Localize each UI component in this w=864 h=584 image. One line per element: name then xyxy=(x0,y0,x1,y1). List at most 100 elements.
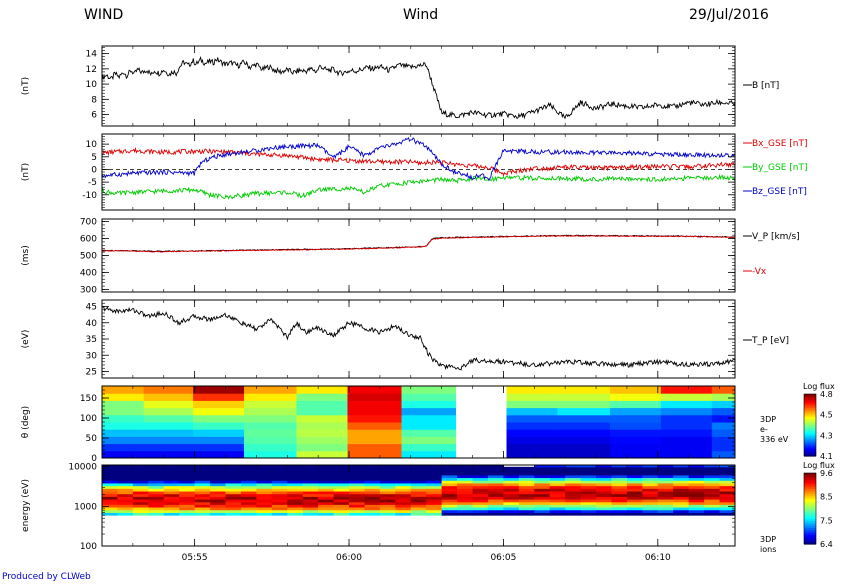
spectrogram-cell xyxy=(457,509,474,513)
spectrogram-cell xyxy=(333,491,350,495)
spectrogram-cell xyxy=(194,512,211,516)
spectrogram-cell xyxy=(596,465,612,468)
spectrogram-cell xyxy=(472,509,489,513)
spectrogram-cell xyxy=(580,465,597,468)
spectrogram-cell xyxy=(148,474,165,479)
y-tick-label: 10 xyxy=(86,140,98,150)
spectrogram-cell xyxy=(410,512,427,516)
spectrogram-cell xyxy=(163,504,180,508)
spectrogram-cell xyxy=(379,477,396,481)
spectrogram-cell xyxy=(240,469,257,473)
spectrogram-cell xyxy=(518,477,535,481)
legend-label: V_P [km/s] xyxy=(752,232,800,242)
spectrogram-cell xyxy=(349,501,365,505)
spectrogram-cell xyxy=(240,512,257,516)
spectrogram-cell xyxy=(673,469,690,473)
spectrogram-cell xyxy=(395,472,412,476)
spectrogram-cell xyxy=(626,512,643,516)
spectrogram-cell xyxy=(596,482,612,487)
spectrogram-cell xyxy=(132,496,149,500)
spectrogram-cell xyxy=(549,474,566,479)
spectrogram-cell xyxy=(534,469,551,473)
spectrogram-cell xyxy=(349,488,365,492)
spectrogram-cell xyxy=(626,496,643,500)
spectrogram-cell xyxy=(472,507,489,511)
spectrogram-cell xyxy=(596,480,612,484)
colorbar-step xyxy=(804,397,816,400)
spectrogram-cell xyxy=(193,393,245,401)
spectrogram-cell xyxy=(441,499,458,503)
spectrogram-cell xyxy=(611,501,628,505)
spectrogram-cell xyxy=(349,474,365,479)
spectrogram-cell xyxy=(395,504,412,508)
spectrogram-cell xyxy=(296,393,348,401)
spectrogram-cell xyxy=(642,491,659,495)
spectrogram-cell xyxy=(410,465,427,468)
spectrogram-cell xyxy=(240,501,257,505)
colorbar-step xyxy=(804,473,816,476)
spectrogram-cell xyxy=(626,507,643,511)
spectrogram-cell xyxy=(347,386,403,394)
spectrogram-cell xyxy=(487,485,504,489)
spectrogram-cell xyxy=(673,482,690,487)
spectrogram-cell xyxy=(102,491,118,495)
header-center: Wind xyxy=(403,7,439,23)
spectrogram-cell xyxy=(271,477,288,481)
colorbar-step xyxy=(804,513,816,517)
spectrogram-cell xyxy=(333,482,350,487)
spectrogram-cell xyxy=(132,512,149,516)
spectrogram-cell xyxy=(472,493,489,497)
spectrogram-cell xyxy=(609,386,662,394)
spectrogram-cell xyxy=(395,466,412,471)
spectrogram-cell xyxy=(441,507,458,511)
spectrogram-cell xyxy=(688,512,705,516)
y-tick-label: 0 xyxy=(91,454,97,464)
spectrogram-cell xyxy=(102,429,145,437)
spectrogram-cell xyxy=(210,507,227,511)
spectrogram-cell xyxy=(609,393,662,401)
spectrogram-cell xyxy=(379,469,396,473)
colorbar-step xyxy=(804,496,816,499)
spectrogram-cell xyxy=(673,485,690,489)
spectrogram-cell xyxy=(349,507,365,511)
spectrogram-cell xyxy=(457,499,474,503)
spectrogram-cell xyxy=(711,429,736,437)
spectrogram-cell xyxy=(704,501,721,505)
spectrogram-cell xyxy=(271,485,288,489)
spectrogram-cell xyxy=(117,474,134,479)
spectrogram-cell xyxy=(132,469,149,473)
spectrogram-cell xyxy=(557,400,611,409)
spectrogram-cell xyxy=(719,499,736,503)
spectrogram-cell xyxy=(580,504,597,508)
spectrogram-cell xyxy=(596,466,612,471)
spectrogram-cell xyxy=(102,493,118,497)
spectrogram-cell xyxy=(143,414,194,423)
spectrogram-cell xyxy=(626,504,643,508)
spectrogram-cell xyxy=(611,480,628,484)
spectrogram-cell xyxy=(580,466,597,471)
spectrogram-cell xyxy=(660,400,713,409)
spectrogram-cell xyxy=(102,474,118,479)
spectrogram-cell xyxy=(318,507,335,511)
spectrogram-cell xyxy=(688,465,705,468)
colorbar-step xyxy=(804,504,816,508)
y-tick-label: 8 xyxy=(91,95,97,105)
spectrogram-cell xyxy=(565,504,582,508)
colorbar-step xyxy=(804,519,816,522)
spectrogram-cell xyxy=(240,485,257,489)
spectrogram-cell xyxy=(457,480,474,484)
y-tick-label: 300 xyxy=(80,285,97,295)
spectrogram-cell xyxy=(333,474,350,479)
y-tick-label: 6 xyxy=(91,111,97,121)
spectrogram-cell xyxy=(347,393,403,401)
y-tick-label: 1000 xyxy=(74,502,97,512)
spectrogram-cell xyxy=(565,465,582,468)
spectrogram-cell xyxy=(688,466,705,471)
spectrogram-cell xyxy=(596,496,612,500)
spectrogram-cell xyxy=(596,512,612,516)
spectrogram-cell xyxy=(657,496,674,500)
spectrogram-cell xyxy=(379,507,396,511)
spectrogram-cell xyxy=(688,488,705,492)
spectrogram-cell xyxy=(193,443,245,452)
spectrogram-cell xyxy=(296,414,348,423)
